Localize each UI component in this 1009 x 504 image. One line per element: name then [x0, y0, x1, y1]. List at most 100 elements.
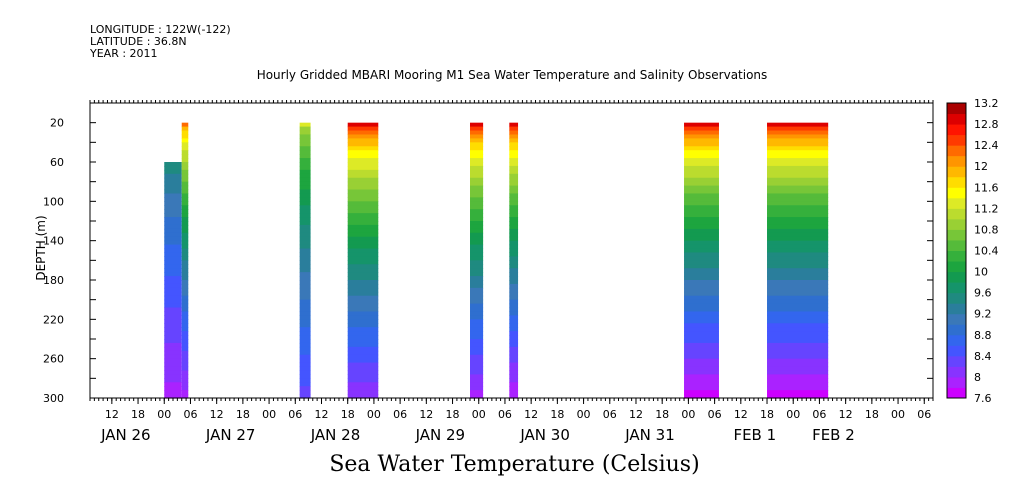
data-cell [299, 346, 311, 352]
colorbar-label: 10 [974, 266, 988, 279]
data-cell [684, 205, 719, 210]
x-tick-label: 06 [288, 408, 302, 421]
data-cell [767, 130, 829, 136]
data-cell [470, 146, 484, 151]
data-cell [181, 181, 189, 187]
data-cell [470, 319, 484, 324]
data-cell [299, 232, 311, 238]
data-cell [684, 165, 719, 171]
data-cell [684, 291, 719, 297]
data-cell [164, 217, 182, 222]
data-cell [470, 236, 484, 242]
data-cell [164, 374, 182, 379]
data-cell [509, 221, 519, 226]
data-cell [470, 366, 484, 372]
data-cell [347, 248, 379, 254]
data-cell [509, 252, 519, 257]
data-cell [347, 209, 379, 214]
data-cell [509, 315, 519, 320]
data-cell [347, 122, 379, 128]
data-cell [181, 205, 189, 210]
data-cell [767, 327, 829, 332]
data-cell [767, 244, 829, 250]
data-cell [299, 240, 311, 246]
data-cell [181, 134, 189, 139]
data-cell [181, 165, 189, 171]
data-cell [767, 142, 829, 147]
data-cell [470, 346, 484, 352]
data-cell [299, 323, 311, 328]
data-cell [767, 173, 829, 179]
data-cell [767, 287, 829, 293]
data-cell [684, 339, 719, 344]
data-cell [181, 236, 189, 242]
data-cell [347, 228, 379, 234]
data-cell [509, 169, 519, 175]
data-cell [181, 315, 189, 320]
colorbar-border [946, 102, 967, 399]
data-cell [509, 354, 519, 360]
data-cell [509, 319, 519, 324]
data-cell [164, 177, 182, 183]
data-cell [470, 378, 484, 383]
data-cell [181, 173, 189, 179]
data-cell [347, 236, 379, 242]
data-cell [347, 303, 379, 309]
data-cell [767, 146, 829, 151]
data-cell [299, 256, 311, 261]
data-cell [347, 165, 379, 171]
colorbar-label: 7.6 [974, 392, 992, 405]
data-cell [181, 193, 189, 198]
data-cell [299, 224, 311, 230]
data-cell [181, 154, 189, 159]
data-cell [509, 154, 519, 159]
data-cell [470, 185, 484, 191]
data-cell [181, 378, 189, 383]
data-cell [347, 217, 379, 222]
data-cell [181, 122, 189, 128]
data-cell [767, 315, 829, 320]
data-cell [181, 209, 189, 214]
data-cell [164, 358, 182, 364]
data-cell [509, 390, 519, 395]
data-cell [470, 272, 484, 277]
x-tick-label: 12 [629, 408, 643, 421]
data-cell [684, 240, 719, 246]
data-cell [767, 197, 829, 202]
x-tick-label: 12 [314, 408, 328, 421]
data-cell [299, 169, 311, 175]
data-cell [181, 177, 189, 183]
data-cell [347, 252, 379, 257]
data-cell [684, 283, 719, 289]
y-tick-label: 300 [43, 392, 64, 405]
data-cell [470, 256, 484, 261]
data-cell [767, 205, 829, 210]
data-cell [181, 264, 189, 269]
data-cell [509, 264, 519, 269]
data-cell [767, 374, 829, 379]
data-cell [509, 358, 519, 364]
data-cell [767, 185, 829, 191]
data-cell [767, 240, 829, 246]
data-cell [164, 197, 182, 202]
data-cell [164, 350, 182, 356]
data-cell [767, 232, 829, 238]
data-cell [509, 130, 519, 136]
x-day-label: JAN 29 [415, 426, 466, 444]
data-cell [164, 228, 182, 234]
data-cell [767, 122, 829, 128]
data-cell [767, 169, 829, 175]
data-cell [299, 374, 311, 379]
data-cell [181, 342, 189, 348]
data-cell [164, 224, 182, 230]
data-cell [347, 354, 379, 360]
colorbar-swatch [947, 334, 966, 346]
data-cell [164, 165, 182, 171]
data-cell [509, 323, 519, 328]
data-cell [299, 291, 311, 297]
data-cell [470, 122, 484, 128]
x-tick-label: 18 [865, 408, 879, 421]
data-cell [164, 331, 182, 336]
data-block [509, 122, 519, 399]
data-cell [509, 209, 519, 214]
